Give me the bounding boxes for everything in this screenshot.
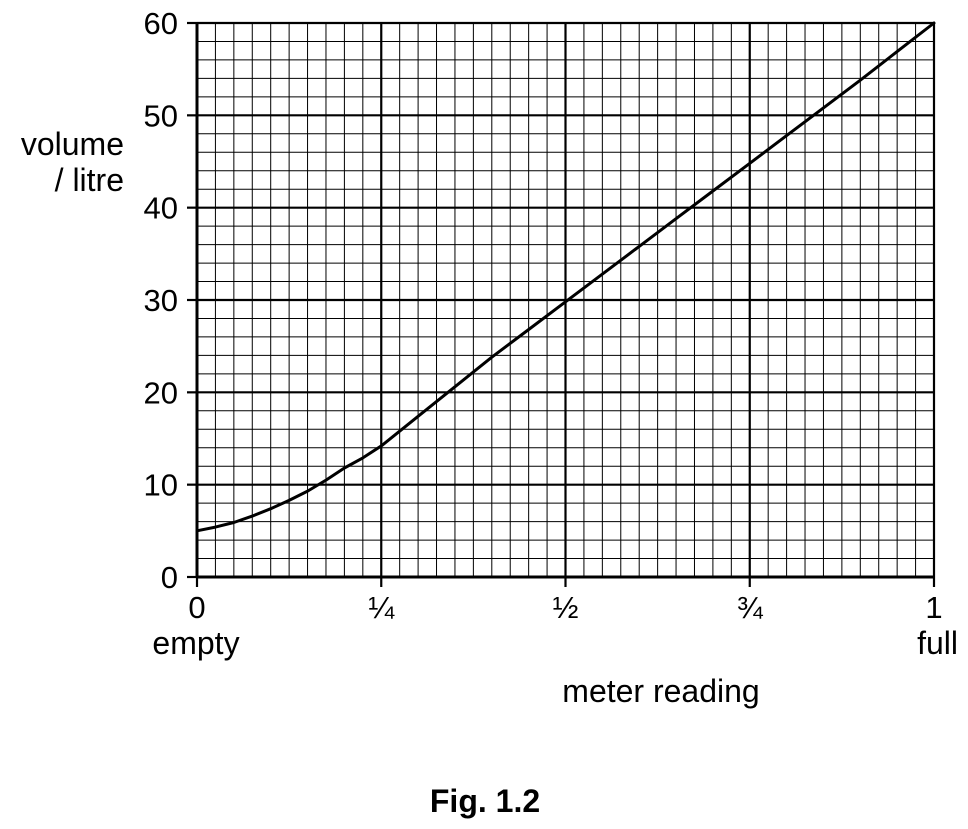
y-axis-label-line-1: volume <box>21 126 124 162</box>
y-tick-label: 50 <box>144 98 178 133</box>
grid-major <box>187 21 936 587</box>
x-tick-label: ½ <box>553 590 579 625</box>
y-axis-label-line-2: / litre <box>55 162 124 198</box>
x-end-label-full: full <box>917 625 958 661</box>
x-tick-label: 0 <box>188 590 205 625</box>
y-tick-label: 30 <box>144 283 178 318</box>
y-tick-label: 60 <box>144 6 178 41</box>
figure-caption: Fig. 1.2 <box>430 783 540 819</box>
y-tick-label: 40 <box>144 191 178 226</box>
x-end-label-empty: empty <box>152 625 239 661</box>
x-tick-label: ¼ <box>368 590 395 625</box>
x-tick-label: 1 <box>925 590 942 625</box>
y-tick-label: 20 <box>144 375 178 410</box>
series-line-volume <box>195 21 936 533</box>
x-axis-label: meter reading <box>562 673 759 709</box>
x-tick-label: ¾ <box>737 590 764 625</box>
y-tick-labels: 0 10 20 30 40 50 60 <box>144 6 178 595</box>
y-tick-label: 0 <box>161 560 178 595</box>
y-tick-label: 10 <box>144 468 178 503</box>
x-tick-labels: 0 ¼ ½ ¾ 1 <box>188 590 942 625</box>
series-layer <box>195 21 936 533</box>
